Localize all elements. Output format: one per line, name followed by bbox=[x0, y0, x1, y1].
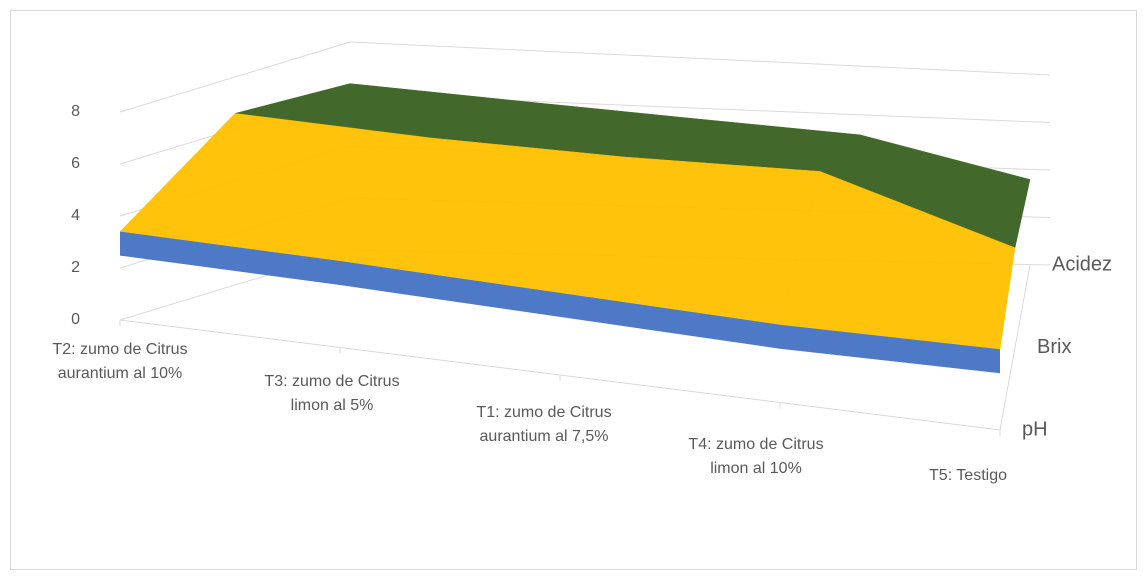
surface-front bbox=[120, 231, 1000, 374]
x-tick-label: T1: zumo de Citrus aurantium al 7,5% bbox=[476, 404, 612, 445]
depth-label: pH bbox=[1022, 418, 1048, 440]
depth-label: Brix bbox=[1037, 336, 1071, 358]
y-tick-label: 2 bbox=[71, 259, 80, 276]
y-tick-label: 6 bbox=[71, 155, 80, 172]
depth-label: Acidez bbox=[1052, 253, 1112, 275]
y-tick-label: 8 bbox=[71, 103, 80, 120]
grid-line bbox=[119, 41, 1051, 113]
y-tick-label: 0 bbox=[71, 311, 80, 328]
x-tick-label: T3: zumo de Citrus limon al 5% bbox=[264, 372, 400, 414]
x-tick-label: T2: zumo de Citrus aurantium al 10% bbox=[52, 341, 188, 382]
x-tick-label: T4: zumo de Citrus limon al 10% bbox=[688, 435, 824, 477]
x-tick-label: T5: Testigo bbox=[929, 467, 1007, 484]
y-tick-label: 4 bbox=[71, 207, 80, 224]
